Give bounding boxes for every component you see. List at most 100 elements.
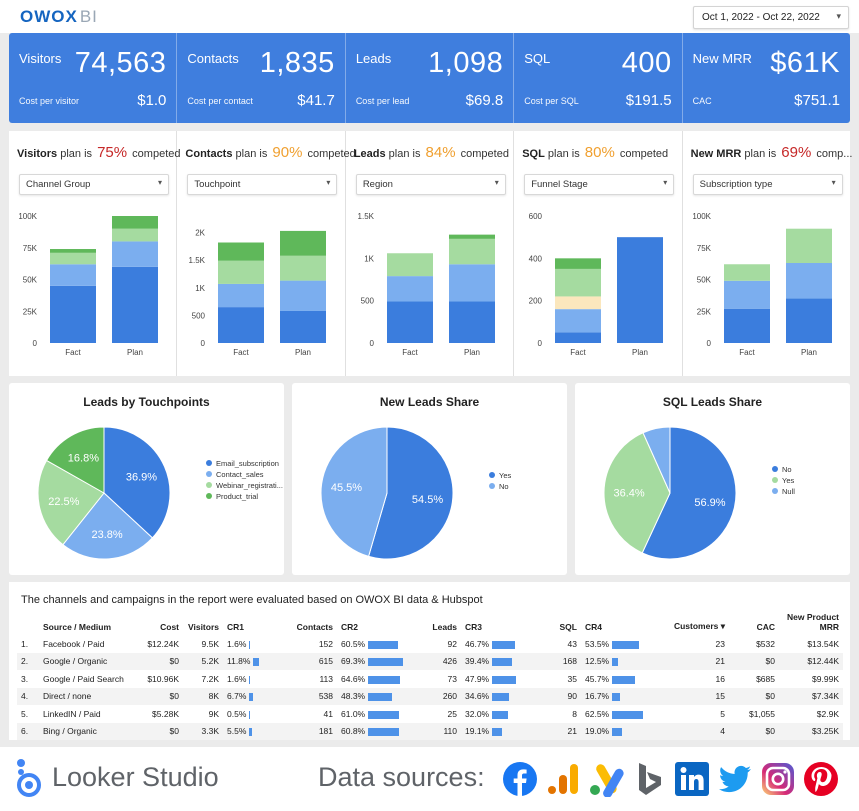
col-header-new-product-mrr[interactable]: New Product MRR [787,612,839,632]
cell-value: $12.44K [807,656,839,667]
table-cell-sql: 43 [543,635,581,653]
funnel-stage-dropdown[interactable]: Funnel Stage ▾ [524,174,675,195]
table-cell-sql: 35 [543,670,581,688]
table-cell-cost: $12.24K [137,635,183,653]
col-header-customers[interactable]: Customers ▾ [673,621,725,631]
table-row[interactable]: 2. Google / Organic $0 5.2K 11.8% 615 69.3% 426… [17,652,843,670]
cell-value: $7.34K [812,691,839,702]
table-cell-n: 3. [17,670,39,688]
touchpoint-dropdown[interactable]: Touchpoint ▾ [187,174,338,195]
plan-metric: Visitors [17,148,58,160]
bar-segment [218,260,265,284]
col-header-leads[interactable]: Leads [432,622,457,632]
conversion-rate-bar [249,640,251,649]
conversion-rate-bar [368,710,399,719]
x-tick-label: Plan [127,348,143,357]
col-header-cost[interactable]: Cost [160,622,179,632]
bar-segment [50,285,96,343]
table-row[interactable]: 3. Google / Paid Search $10.96K 7.2K 1.6% 113… [17,670,843,688]
region-dropdown[interactable]: Region ▾ [355,174,506,195]
y-tick-label: 1K [196,284,206,293]
pie-title: New Leads Share [379,395,480,409]
col-header-cr3[interactable]: CR3 [465,622,483,632]
plan-title: Visitors plan is 75% competed [17,144,180,161]
conversion-rate-bar [368,728,399,736]
table-row[interactable]: 6. Bing / Organic $0 3.3K 5.5% 181 60.8% 110 19.… [17,722,843,740]
bar-segment [50,252,96,265]
table-cell-src: Direct / none [39,687,137,705]
table-cell-sql: 90 [543,687,581,705]
pie-slice-label: 23.8% [91,529,122,541]
conversion-rate-bar [492,728,502,736]
channel-group-dropdown[interactable]: Channel Group ▾ [19,174,169,195]
kpi-new-mrr: New MRR $61K CAC $751.1 [683,33,850,123]
table-cell-cac: $532 [729,635,779,653]
footer: Looker Studio Data sources: [0,747,859,811]
table-row[interactable]: 1. Facebook / Paid $12.24K 9.5K 1.6% 152 60.5%… [17,635,843,653]
table-cell-cr2: 64.6% [337,670,419,688]
google-analytics-icon [548,764,578,794]
cell-value: 2. [21,656,29,667]
table-cell-leads: 426 [419,652,461,670]
plan-panel: Leads plan is 84% competed Region ▾ 0 500 1… [346,131,515,376]
table-cell-cr4: 12.5% [581,652,663,670]
table-row[interactable]: 4. Direct / none $0 8K 6.7% 538 48.3% 260 34.6% 9… [17,687,843,705]
date-range-select[interactable]: Oct 1, 2022 - Oct 22, 2022 ▾ [693,6,849,29]
conversion-rate-bar [368,693,393,701]
legend-label: No [782,465,792,474]
dropdown-label: Touchpoint [194,179,241,190]
plan-panel: New MRR plan is 69% comp... Subscription… [683,131,853,376]
table-cell-cr1: 5.5% [223,722,281,740]
pie-slice [367,426,454,560]
col-header-sql[interactable]: SQL [559,622,577,632]
bar-segment [386,253,433,277]
x-tick-label: Plan [801,348,817,357]
table-cell-mrr: $3.25K [779,722,843,740]
subscription-type-dropdown[interactable]: Subscription type ▾ [692,174,843,195]
caret-down-icon: ▾ [831,178,836,187]
table-cell-mrr: $12.44K [779,652,843,670]
table-cell-cr3: 19.1% [461,722,543,740]
table-cell-customers: 5 [663,705,729,723]
col-header-cr4[interactable]: CR4 [585,622,603,632]
conversion-rate-bar [612,658,619,666]
table-cell-leads: 260 [419,687,461,705]
cell-value: 4 [720,726,725,737]
legend-label: Product_trial [216,492,258,501]
bar-segment [785,262,832,299]
table-row[interactable]: 5. LinkedIN / Paid $5.28K 9K 0.5% 41 61.0% 25 32… [17,705,843,723]
cell-value: 7.2K [201,673,220,684]
y-tick-label: 75K [23,244,38,253]
legend-label: Yes [499,471,511,480]
col-header-cac[interactable]: CAC [756,622,775,632]
kpi-sublabel: Cost per contact [187,96,253,106]
table-cell-cr4: 45.7% [581,670,663,688]
table-cell-visitors: 5.2K [183,652,223,670]
sql-leads-share-pie: 56.9% 36.4% No Yes Null [603,426,795,560]
col-header-source[interactable]: Source / Medium [43,622,112,632]
col-header-contacts[interactable]: Contacts [296,622,333,632]
y-tick-label: 400 [529,254,543,263]
y-tick-label: 0 [33,339,38,348]
col-header-cr2[interactable]: CR2 [341,622,359,632]
top-bar: OWOX BI Oct 1, 2022 - Oct 22, 2022 ▾ [0,0,859,33]
y-tick-label: 50K [23,276,38,285]
col-header-cr1[interactable]: CR1 [227,622,245,632]
cell-value: $2.9K [816,708,839,719]
conversion-rate-bar [249,693,253,701]
table-cell-customers: 16 [663,670,729,688]
conversion-rate-bar [612,710,644,719]
cell-value: $0 [169,656,179,667]
pie-slice-label: 36.4% [613,488,644,500]
cell-value: $532 [756,638,775,649]
cell-value: $3.25K [812,726,839,737]
plan-mid-text: plan is [547,148,580,160]
col-header-visitors[interactable]: Visitors [187,622,219,632]
sql-bar-chart: 0 200 400 600 Fact Plan [529,212,664,357]
plan-metric: Leads [353,148,386,160]
conversion-rate-bar [249,728,253,736]
conversion-rate-bar [368,675,401,684]
cell-value: 45.7% [585,673,610,684]
conversion-rate-bar [249,675,251,684]
conversion-rate-bar [368,640,399,649]
